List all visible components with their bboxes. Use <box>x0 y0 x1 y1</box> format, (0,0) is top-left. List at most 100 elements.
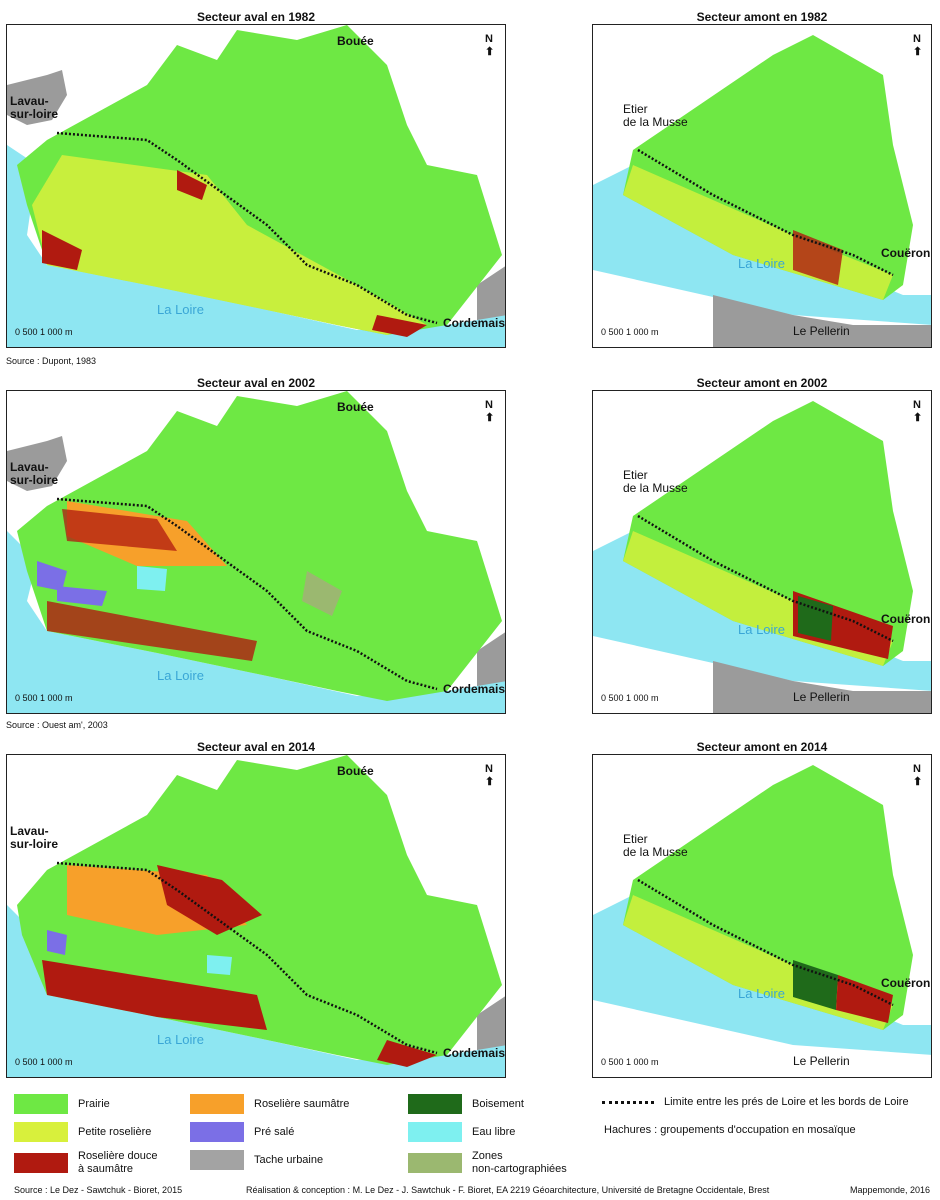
place-coueron: Couëron <box>881 246 931 260</box>
legend-swatch <box>190 1094 244 1114</box>
salt-meadow-zone <box>57 586 107 606</box>
map-aval-2002: Bouée Lavau- sur-loire Cordemais La Loir… <box>6 390 506 714</box>
legend-item-tache-urbaine: Tache urbaine <box>190 1150 323 1170</box>
place-bouee: Bouée <box>337 764 374 778</box>
scale-bar: 0 500 1 000 m <box>601 693 659 703</box>
north-arrow-icon: N ⬆ <box>485 763 495 788</box>
place-etier: Etier de la Musse <box>623 102 688 129</box>
footer-mappemonde: Mappemonde, 2016 <box>850 1185 931 1195</box>
scale-bar: 0 500 1 000 m <box>15 327 73 337</box>
place-pellerin: Le Pellerin <box>793 690 850 704</box>
boundary-line <box>56 497 438 691</box>
place-etier: Etier de la Musse <box>623 468 688 495</box>
place-loire: La Loire <box>738 622 785 637</box>
reed-fresh-zone <box>62 509 177 551</box>
river <box>7 531 505 713</box>
boundary-line <box>56 861 438 1055</box>
map-aval-2014: Bouée Lavau- sur-loire Cordemais La Loir… <box>6 754 506 1078</box>
panel-title-amont-2002: Secteur amont en 2002 <box>696 376 828 390</box>
scale-bar: 0 500 1 000 m <box>15 1057 73 1067</box>
boundary-line <box>637 878 894 1007</box>
boundary-line <box>637 514 894 643</box>
panel-title-amont-1982: Secteur amont en 1982 <box>696 10 828 24</box>
map-amont-2014: Etier de la Musse Couëron Le Pellerin La… <box>592 754 932 1078</box>
panel-title-aval-1982: Secteur aval en 1982 <box>196 10 316 24</box>
reed-fresh-zone <box>42 230 82 270</box>
place-loire: La Loire <box>157 668 204 683</box>
scale-bar: 0 500 1 000 m <box>601 1057 659 1067</box>
urban-area <box>7 436 67 491</box>
boundary-line <box>56 131 438 325</box>
north-arrow-icon: N ⬆ <box>485 33 495 58</box>
place-loire: La Loire <box>738 256 785 271</box>
river <box>7 905 505 1077</box>
source-2002: Source : Ouest am', 2003 <box>6 720 108 730</box>
salt-meadow-zone <box>37 561 67 591</box>
legend-item-roseliere-douce: Roselière douce à saumâtre <box>14 1150 158 1176</box>
reed-fresh-zone <box>47 601 257 661</box>
panel-title-aval-2014: Secteur aval en 2014 <box>196 740 316 754</box>
legend-item-boundary-line: Limite entre les prés de Loire et les bo… <box>602 1096 909 1109</box>
legend-item-zones-non-cartographiees: Zones non-cartographiées <box>408 1150 567 1176</box>
legend-swatch <box>190 1122 244 1142</box>
legend-item-prairie: Prairie <box>14 1094 110 1114</box>
place-lavau: Lavau- sur-loire <box>10 824 59 851</box>
urban-area <box>713 661 931 713</box>
place-coueron: Couëron <box>881 612 931 626</box>
legend-item-petite-roseliere: Petite roselière <box>14 1122 151 1142</box>
legend-swatch <box>408 1094 462 1114</box>
map-amont-svg <box>593 401 931 713</box>
legend-hatch-note: Hachures : groupements d'occupation en m… <box>604 1124 856 1136</box>
legend-label: Prairie <box>78 1097 110 1110</box>
map-amont-1982: Etier de la Musse Couëron Le Pellerin La… <box>592 24 932 348</box>
legend-item-pre-sale: Pré salé <box>190 1122 294 1142</box>
map-aval-svg <box>7 25 505 347</box>
urban-area <box>713 295 931 347</box>
place-bouee: Bouée <box>337 400 374 414</box>
legend-item-eau-libre: Eau libre <box>408 1122 515 1142</box>
north-arrow-icon: N ⬆ <box>485 399 495 424</box>
legend-label: Petite roselière <box>78 1125 152 1138</box>
legend-label: Roselière saumâtre <box>254 1097 350 1110</box>
legend-label: Zones non-cartographiées <box>472 1150 567 1175</box>
map-aval-svg <box>7 391 505 713</box>
map-aval-svg <box>7 755 505 1077</box>
place-loire: La Loire <box>157 1032 204 1047</box>
north-arrow-icon: N ⬆ <box>913 399 923 424</box>
panel-title-amont-2014: Secteur amont en 2014 <box>696 740 828 754</box>
reed-zone <box>32 155 427 335</box>
place-etier: Etier de la Musse <box>623 832 688 859</box>
footer-source: Source : Le Dez - Sawtchuk - Bioret, 201… <box>14 1185 183 1195</box>
legend-dotted-line <box>602 1101 654 1104</box>
reed-fresh-zone <box>372 315 427 337</box>
place-pellerin: Le Pellerin <box>793 324 850 338</box>
legend-swatch <box>408 1122 462 1142</box>
boundary-line <box>637 148 894 277</box>
legend-item-roseliere-saumatre: Roselière saumâtre <box>190 1094 349 1114</box>
salt-meadow-zone <box>47 930 67 955</box>
footer-credit: Réalisation & conception : M. Le Dez - J… <box>246 1185 770 1195</box>
reed-fresh-zone <box>157 865 262 935</box>
reed-fresh-zone <box>377 1040 437 1067</box>
north-arrow-icon: N ⬆ <box>913 33 923 58</box>
panel-title-aval-2002: Secteur aval en 2002 <box>196 376 316 390</box>
legend-label: Tache urbaine <box>254 1153 324 1166</box>
source-1982: Source : Dupont, 1983 <box>6 356 97 366</box>
legend-label: Pré salé <box>254 1125 295 1138</box>
scale-bar: 0 500 1 000 m <box>15 693 73 703</box>
reed-fresh-zone <box>836 975 893 1023</box>
map-amont-svg <box>593 765 931 1055</box>
legend-label: Eau libre <box>472 1125 516 1138</box>
map-aval-1982: Bouée Lavau- sur-loire Cordemais La Loir… <box>6 24 506 348</box>
map-amont-2002: Etier de la Musse Couëron Le Pellerin La… <box>592 390 932 714</box>
open-water-zone <box>137 566 167 591</box>
legend-swatch <box>190 1150 244 1170</box>
place-pellerin: Le Pellerin <box>793 1054 850 1068</box>
reed-fresh-zone <box>42 960 267 1030</box>
unmapped-zone <box>302 571 342 616</box>
open-water-zone <box>207 955 232 975</box>
legend-swatch <box>14 1122 68 1142</box>
legend-label: Roselière douce à saumâtre <box>78 1150 158 1175</box>
place-lavau: Lavau- sur-loire <box>10 460 59 487</box>
legend-item-boisement: Boisement <box>408 1094 524 1114</box>
